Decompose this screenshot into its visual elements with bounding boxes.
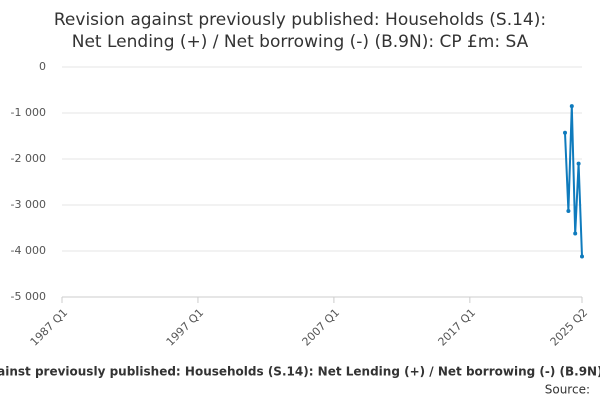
x-tick-label: 2007 Q1	[300, 306, 343, 349]
legend-label: Revision against previously published: H…	[0, 365, 600, 379]
line	[564, 106, 583, 257]
point	[573, 231, 578, 236]
source: Source:	[545, 383, 590, 397]
y-tick-label: -5 000	[11, 290, 46, 303]
y-tick-label: -4 000	[11, 244, 46, 257]
point	[563, 130, 568, 135]
x-tick-label: 1987 Q1	[28, 306, 71, 349]
y-tick-label: -3 000	[11, 198, 46, 211]
point	[576, 161, 581, 166]
y-tick-label: -2 000	[11, 152, 46, 165]
point	[566, 208, 571, 213]
chart-title: Net Lending (+) / Net borrowing (-) (B.9…	[72, 32, 529, 52]
x-tick-label: 2025 Q2	[548, 306, 591, 349]
point	[580, 254, 584, 259]
y-tick-label: 0	[39, 60, 46, 73]
x-tick-label: 2017 Q1	[436, 306, 479, 349]
y-tick-label: -1 000	[11, 106, 46, 119]
chart-title: Revision against previously published: H…	[54, 10, 546, 30]
x-tick-label: 1997 Q1	[164, 306, 207, 349]
point	[569, 104, 574, 109]
